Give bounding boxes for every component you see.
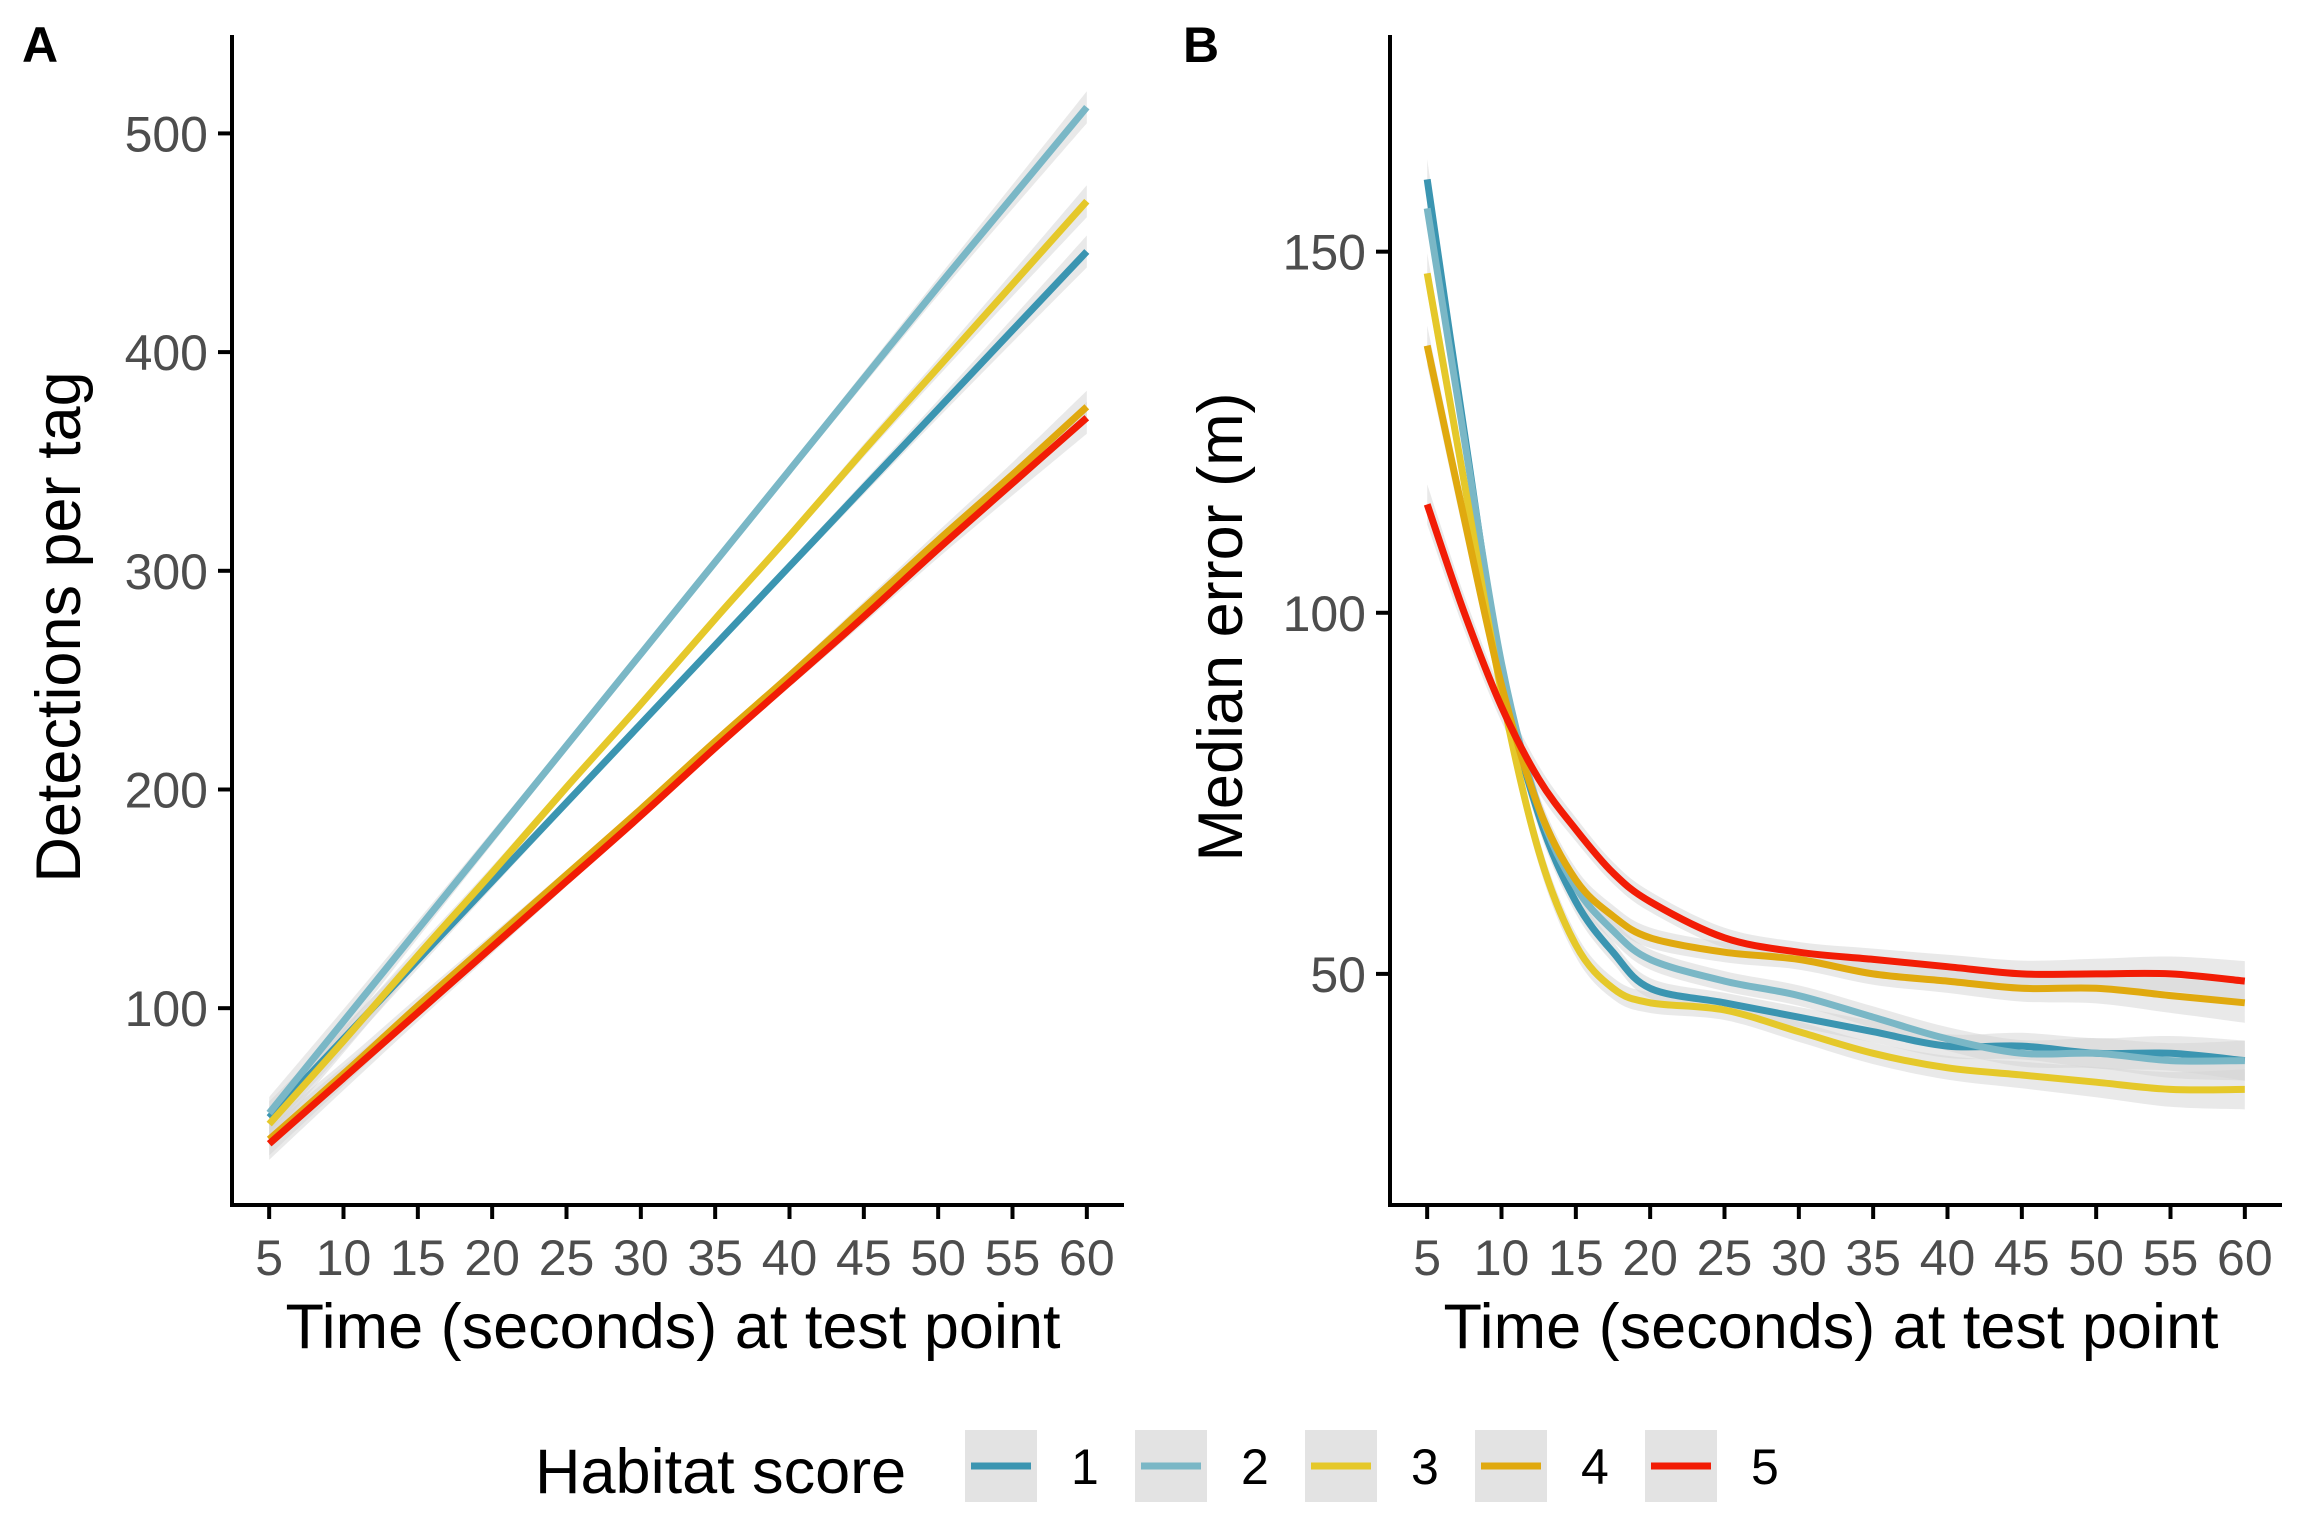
panel-a-y-tick-label: 100 <box>125 981 208 1037</box>
legend-entry-1: 1 <box>965 1430 1099 1502</box>
panel-a-x-tick-label: 60 <box>1059 1230 1115 1286</box>
panel-a-tag: A <box>22 17 58 73</box>
legend-label: 4 <box>1581 1439 1609 1495</box>
panel-a-x-tick-label: 45 <box>836 1230 892 1286</box>
legend-entry-3: 3 <box>1305 1430 1439 1502</box>
panel-b-line-series-1 <box>1423 178 2246 1065</box>
panel-b-y-axis-title: Median error (m) <box>1186 392 1256 861</box>
legend-entry-4: 4 <box>1475 1430 1609 1502</box>
panel-a-x-tick-label: 25 <box>539 1230 595 1286</box>
legend-entries: 1 2 3 4 5 <box>965 1430 1779 1502</box>
panel-b-band-5 <box>1427 484 2245 1002</box>
panel-b-x-tick-label: 55 <box>2143 1230 2199 1286</box>
panel-a-y-axis-title: Detections per tag <box>24 371 94 882</box>
panel-a-y-tick-label: 500 <box>125 106 208 162</box>
panel-b-x-tick-label: 5 <box>1413 1230 1441 1286</box>
panel-b-x-tick-label: 45 <box>1994 1230 2050 1286</box>
panel-b-axes: 5 10 15 20 25 30 35 40 45 50 55 60 50 100 150 <box>1283 35 2282 1286</box>
panel-b-tag: B <box>1183 17 1219 73</box>
panel-b-x-tick-label: 40 <box>1920 1230 1976 1286</box>
panel-a-x-tick-label: 50 <box>910 1230 966 1286</box>
panel-a-x-tick-label: 55 <box>985 1230 1041 1286</box>
panel-b-band-1 <box>1427 159 2245 1081</box>
panel-b: B 5 10 15 20 25 30 35 40 45 50 55 60 50 100 150 Time (… <box>1183 17 2282 1362</box>
legend-label: 1 <box>1071 1439 1099 1495</box>
panel-a-series <box>266 104 1090 1147</box>
panel-b-y-tick-label: 150 <box>1283 225 1366 281</box>
panel-a-x-tick-label: 40 <box>762 1230 818 1286</box>
legend-label: 5 <box>1751 1439 1779 1495</box>
panel-a-y-tick-label: 200 <box>125 762 208 818</box>
panel-a-line-series-3 <box>266 198 1090 1127</box>
panel-b-x-tick-label: 60 <box>2217 1230 2273 1286</box>
panel-a-x-tick-label: 5 <box>255 1230 283 1286</box>
panel-b-x-tick-label: 30 <box>1771 1230 1827 1286</box>
legend-label: 3 <box>1411 1439 1439 1495</box>
legend-entry-5: 5 <box>1645 1430 1779 1502</box>
panel-b-x-axis-title: Time (seconds) at test point <box>1444 1292 2219 1362</box>
panel-a-line-series-4 <box>266 404 1090 1143</box>
panel-a-y-tick-label: 400 <box>125 325 208 381</box>
legend: Habitat score 1 2 3 4 5 <box>535 1430 1779 1507</box>
panel-a: A 5 10 15 20 25 30 35 40 45 50 55 60 100 200 300 400 500… <box>22 17 1124 1362</box>
panel-b-line-series-5 <box>1423 503 2246 985</box>
panel-a-line-series-5 <box>266 415 1090 1147</box>
panel-b-x-tick-label: 15 <box>1548 1230 1604 1286</box>
legend-entry-2: 2 <box>1135 1430 1269 1502</box>
panel-a-x-axis-title: Time (seconds) at test point <box>286 1292 1061 1362</box>
panel-b-band-4 <box>1427 325 2245 1023</box>
panel-b-y-tick-label: 50 <box>1310 947 1366 1003</box>
panel-b-x-tick-label: 50 <box>2068 1230 2124 1286</box>
panel-b-x-tick-label: 10 <box>1474 1230 1530 1286</box>
panel-b-x-tick-label: 25 <box>1697 1230 1753 1286</box>
panel-a-x-tick-label: 30 <box>613 1230 669 1286</box>
panel-b-x-tick-label: 20 <box>1622 1230 1678 1286</box>
legend-label: 2 <box>1241 1439 1269 1495</box>
panel-a-y-tick-label: 300 <box>125 544 208 600</box>
panel-b-y-tick-label: 100 <box>1283 586 1366 642</box>
panel-a-axes: 5 10 15 20 25 30 35 40 45 50 55 60 100 200 300 400 500 <box>125 35 1124 1286</box>
panel-b-series <box>1423 178 2246 1094</box>
panel-b-line-series-2 <box>1423 207 2245 1065</box>
panel-b-line-series-4 <box>1423 344 2246 1007</box>
panel-a-x-tick-label: 20 <box>464 1230 520 1286</box>
panel-a-x-tick-label: 10 <box>316 1230 372 1286</box>
panel-a-line-series-2 <box>266 104 1090 1116</box>
panel-a-x-tick-label: 15 <box>390 1230 446 1286</box>
panel-a-x-tick-label: 35 <box>687 1230 743 1286</box>
legend-title: Habitat score <box>535 1437 906 1507</box>
panel-b-x-tick-label: 35 <box>1845 1230 1901 1286</box>
